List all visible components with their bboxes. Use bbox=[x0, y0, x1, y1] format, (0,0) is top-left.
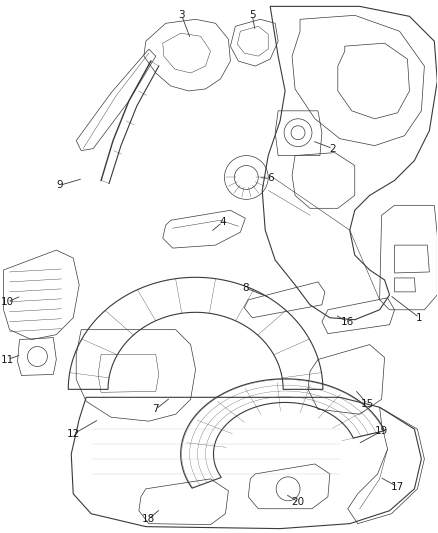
Text: 8: 8 bbox=[242, 283, 249, 293]
Text: 19: 19 bbox=[375, 426, 388, 436]
Text: 9: 9 bbox=[56, 181, 63, 190]
Text: 20: 20 bbox=[291, 497, 304, 507]
Text: 6: 6 bbox=[267, 173, 273, 183]
Text: 2: 2 bbox=[329, 143, 336, 154]
Text: 17: 17 bbox=[391, 482, 404, 492]
Text: 15: 15 bbox=[361, 399, 374, 409]
Text: 1: 1 bbox=[416, 313, 423, 322]
Text: 3: 3 bbox=[178, 10, 185, 20]
Text: 12: 12 bbox=[67, 429, 80, 439]
Text: 4: 4 bbox=[219, 217, 226, 227]
Text: 18: 18 bbox=[142, 514, 155, 523]
Text: 5: 5 bbox=[249, 10, 256, 20]
Text: 10: 10 bbox=[1, 297, 14, 307]
Text: 7: 7 bbox=[152, 404, 159, 414]
Text: 16: 16 bbox=[341, 317, 354, 327]
Text: 11: 11 bbox=[1, 354, 14, 365]
